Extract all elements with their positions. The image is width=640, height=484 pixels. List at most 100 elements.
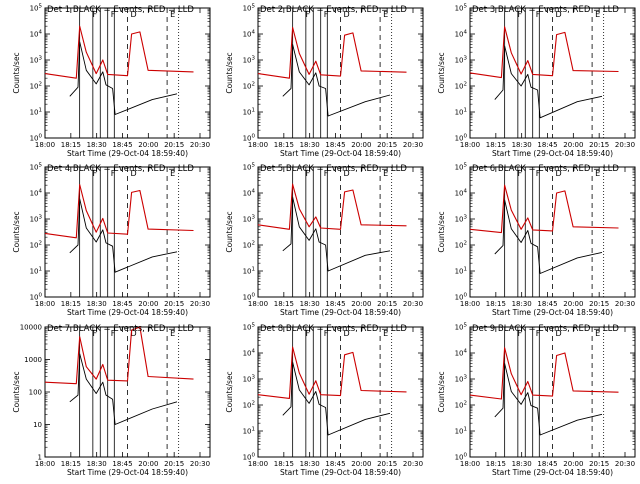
x-tick-label: 20:30 [403,141,423,149]
y-tick-label: 100 [455,293,468,302]
segment-label: E [170,329,175,338]
detector-panel: 100 101 102 103 104 105 18:00 18:15 18:30 18:45 20… [437,4,636,158]
segment-label: E [595,169,600,178]
x-tick-label: 18:00 [460,460,480,468]
events-series-line [69,353,178,425]
y-axis-label: Counts/sec [225,211,234,252]
x-tick-label: 20:00 [138,460,158,468]
segment-label: F [324,169,329,178]
segment-label: F [306,169,311,178]
panel-title: Det 2 BLACK = Events, RED = LLD [260,5,407,15]
x-axis-label: Start Time (29-Oct-04 18:59:40) [280,308,401,317]
y-tick-label: 104 [243,189,256,198]
y-tick-label: 105 [455,163,468,172]
x-tick-label: 18:15 [61,300,81,308]
x-tick-label: 18:30 [512,300,532,308]
events-series-line [494,199,603,274]
segment-label: F [518,329,523,338]
segment-label: D [344,329,350,338]
detector-panel: 100 101 102 103 104 105 18:00 18:15 18:30 18:45 20… [12,163,211,317]
x-tick-label: 20:15 [164,460,184,468]
x-tick-label: 20:00 [351,300,371,308]
lld-series-line [469,26,619,79]
y-tick-label: 105 [30,4,43,13]
x-tick-label: 18:00 [460,141,480,149]
y-tick-label: 102 [455,241,467,250]
x-tick-label: 18:30 [300,141,320,149]
lld-series-line [469,347,619,400]
x-tick-label: 18:30 [512,460,532,468]
detector-panel: 100 101 102 103 104 105 18:00 18:15 18:30 18:45 20… [12,4,211,158]
y-tick-label: 104 [455,349,468,358]
segment-label: F [111,329,116,338]
segment-label: D [344,169,350,178]
x-tick-label: 20:30 [615,460,635,468]
y-tick-label: 101 [243,108,255,117]
y-tick-label: 102 [243,401,255,410]
y-tick-label: 100 [243,453,256,462]
y-axis-label: Counts/sec [225,371,234,412]
x-tick-label: 18:15 [486,460,506,468]
lld-series-line [44,25,194,79]
events-series-line [69,41,178,115]
x-tick-label: 20:30 [615,141,635,149]
segment-label: D [131,169,137,178]
y-tick-label: 103 [243,56,256,65]
x-tick-label: 20:00 [351,141,371,149]
y-tick-label: 100 [243,134,256,143]
segment-label: D [131,10,137,19]
x-tick-label: 18:00 [35,141,55,149]
x-tick-label: 18:45 [325,460,345,468]
segment-label: D [556,10,562,19]
y-tick-label: 105 [455,4,468,13]
x-tick-label: 18:15 [61,460,81,468]
y-tick-label: 102 [30,241,42,250]
y-tick-label: 105 [243,323,256,332]
x-tick-label: 18:15 [274,141,294,149]
segment-label: E [383,10,388,19]
y-tick-label: 102 [243,241,255,250]
y-axis-label: Counts/sec [437,52,446,93]
y-tick-label: 100 [243,293,256,302]
detector-panel: 100 101 102 103 104 105 18:00 18:15 18:30 18:45 20… [225,4,424,158]
y-tick-label: 103 [30,56,43,65]
segment-label: F [324,10,329,19]
x-tick-label: 18:15 [486,300,506,308]
segment-label: F [536,10,541,19]
segment-label: D [556,169,562,178]
y-axis-label: Counts/sec [12,211,21,252]
x-tick-label: 18:30 [87,300,107,308]
segment-label: D [131,329,137,338]
lld-series-line [257,183,407,230]
x-tick-label: 18:45 [112,300,132,308]
y-tick-label: 10000 [20,324,42,332]
segment-label: F [93,329,98,338]
y-tick-label: 102 [30,82,42,91]
lld-series-line [469,184,619,234]
x-tick-label: 18:30 [87,460,107,468]
segment-label: F [306,329,311,338]
y-tick-label: 101 [455,108,467,117]
x-tick-label: 20:30 [190,460,210,468]
y-tick-label: 101 [30,108,42,117]
x-tick-label: 20:00 [563,460,583,468]
y-axis-label: Counts/sec [12,371,21,412]
segment-label: F [306,10,311,19]
x-tick-label: 20:15 [589,141,609,149]
x-tick-label: 18:45 [537,460,557,468]
x-tick-label: 20:00 [563,300,583,308]
x-tick-label: 20:15 [589,460,609,468]
panel-title: Det 9 BLACK = Events, RED = LLD [472,324,619,334]
segment-label: E [170,169,175,178]
x-tick-label: 18:00 [35,300,55,308]
x-tick-label: 20:00 [138,300,158,308]
detector-panel: 100 101 102 103 104 105 18:00 18:15 18:30 18:45 20… [437,323,636,477]
y-axis-label: Counts/sec [437,371,446,412]
x-tick-label: 20:15 [377,300,397,308]
x-tick-label: 18:00 [248,460,268,468]
y-tick-label: 103 [243,375,256,384]
x-axis-label: Start Time (29-Oct-04 18:59:40) [492,468,613,477]
events-series-line [494,45,603,119]
